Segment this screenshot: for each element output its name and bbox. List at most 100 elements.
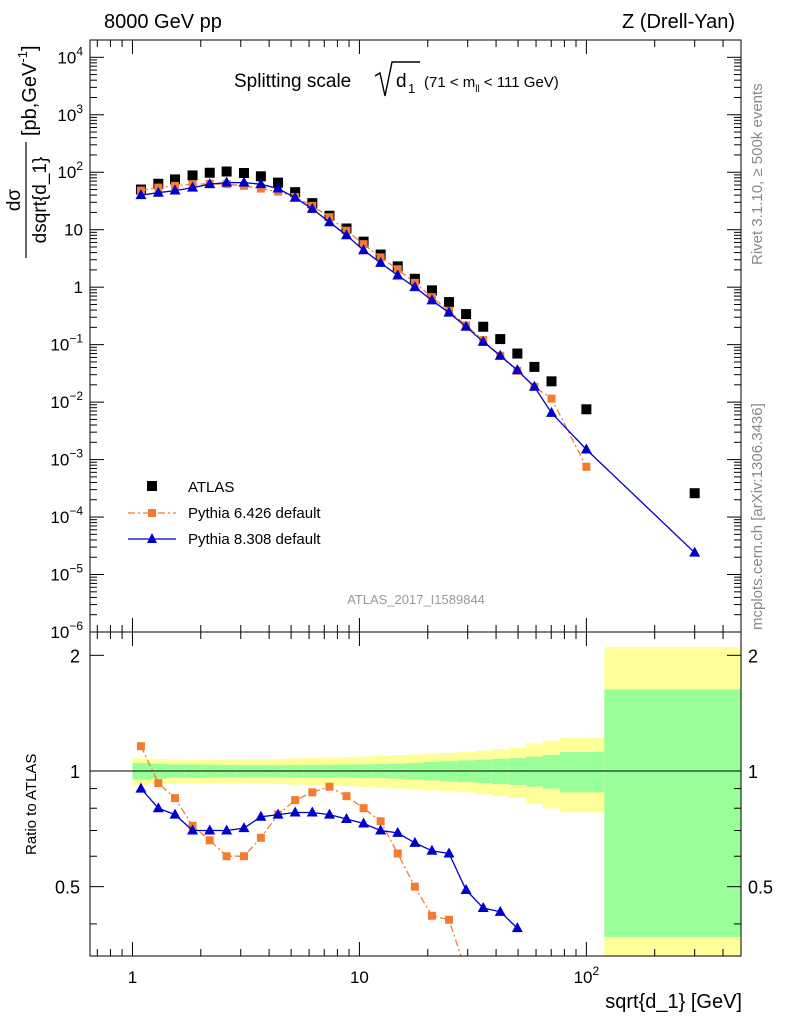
title-symbol: d: [396, 71, 407, 92]
pythia-8-308-default-point: [204, 824, 216, 835]
atlas-point: [409, 273, 420, 284]
main-y-axis-label: dσ dsqrt{d_1} [pb,GeV-1]: [4, 45, 51, 258]
title-range-end: < 111 GeV): [480, 74, 559, 91]
pythia-6-426-default-point: [393, 265, 402, 274]
ratio-y-tick-label-right: 0.5: [748, 878, 773, 898]
y-tick-label: 10−5: [50, 562, 83, 585]
pythia-6-426-default-point: [308, 788, 317, 797]
pythia-6-426-default-point: [427, 911, 436, 920]
y-tick-label: 10−2: [50, 389, 83, 412]
x-axis-label: sqrt{d_1} [GeV]: [605, 991, 742, 1013]
pythia-8-308-default-point: [689, 546, 701, 557]
pythia-8-308-default-point: [460, 884, 472, 895]
pythia-8-308-default-point: [426, 294, 438, 305]
x-tick-label: 102: [574, 964, 600, 987]
ratio-series-pythia-8-308-default: [135, 782, 523, 933]
atlas-point: [461, 309, 472, 320]
pythia-6-426-default-point: [359, 804, 368, 813]
pythia-8-308-default-point: [323, 808, 335, 819]
pythia-8-308-default-point: [460, 320, 472, 331]
pythia-6-426-default-point: [256, 833, 265, 842]
pythia-8-308-default-point: [392, 826, 404, 837]
pythia-8-308-default-point: [306, 202, 318, 213]
plot-title: Splitting scale d 1 (71 < mll < 111 GeV): [234, 61, 559, 97]
atlas-point: [426, 285, 437, 296]
pythia-8-308-default-point: [477, 335, 489, 346]
pythia-8-308-default-point: [443, 847, 455, 858]
pythia-8-308-default-point: [238, 176, 250, 187]
atlas-point: [529, 361, 540, 372]
pythia-6-426-default-point: [256, 184, 265, 193]
ratio-series: [135, 742, 523, 956]
title-range-sub: ll: [475, 84, 479, 95]
pythia-8-308-default-point: [443, 306, 455, 317]
pythia-8-308-default-point: [375, 824, 387, 835]
main-series-pythia-6-426-default: [136, 179, 591, 471]
pythia-6-426-default-point: [445, 915, 454, 924]
stat-uncertainty-bin: [543, 755, 561, 789]
pythia-8-308-default-point: [272, 182, 284, 193]
pythia-8-308-default-point: [340, 229, 352, 240]
ylabel-units: [pb,GeV-1]: [15, 45, 41, 136]
pythia-8-308-default-point: [204, 178, 216, 189]
analysis-watermark: ATLAS_2017_I1589844: [347, 592, 485, 607]
ylabel-units-end: ]: [19, 45, 41, 51]
ratio-y-tick-label-right: 1: [748, 762, 758, 782]
legend-label-atlas: ATLAS: [188, 479, 234, 496]
pythia-8-308-default-point: [221, 176, 233, 187]
atlas-point: [444, 297, 455, 308]
ratio-y-axis-label: Ratio to ATLAS: [23, 754, 40, 855]
ratio-y-tick-label-left: 0.5: [55, 878, 80, 898]
stat-uncertainty-bin: [560, 752, 605, 793]
pythia-8-308-default-point: [358, 244, 370, 255]
pythia-8-308-default-point: [392, 269, 404, 280]
x-tick-label: 1: [128, 968, 137, 987]
legend-marker-pythia8: [147, 533, 157, 543]
pythia-8-308-default-point: [289, 806, 301, 817]
pythia-8-308-default-point: [426, 844, 438, 855]
atlas-point: [478, 321, 489, 332]
pythia-8-308-default-point: [546, 406, 558, 417]
legend-marker-pythia6: [148, 509, 156, 517]
pythia-8-308-default-point: [494, 349, 506, 360]
pythia-8-308-default-point: [221, 824, 233, 835]
pythia-8-308-default-point: [169, 808, 181, 819]
legend: ATLAS Pythia 6.426 default Pythia 8.308 …: [128, 479, 321, 548]
pythia-8-308-default-point: [409, 836, 421, 847]
pythia-8-308-default-point: [306, 806, 318, 817]
pythia-8-308-default-point: [272, 808, 284, 819]
y-tick-label: 10−6: [50, 619, 83, 642]
pythia-6-426-default-point: [154, 779, 163, 788]
pythia-8-308-default-point: [152, 802, 164, 813]
pythia-8-308-default-point: [494, 905, 506, 916]
pythia-6-426-default-point: [205, 836, 214, 845]
legend-marker-atlas: [147, 481, 157, 491]
atlas-point: [170, 174, 181, 185]
pythia-6-426-default-point: [171, 794, 180, 803]
pythia-6-426-default-point: [325, 782, 334, 791]
series-line: [140, 181, 696, 554]
title-prefix: Splitting scale: [234, 71, 351, 92]
pythia-6-426-default-point: [582, 462, 591, 471]
y-tick-label: 1: [74, 278, 83, 297]
ylabel-denominator: dsqrt{d_1}: [30, 157, 51, 244]
legend-entry-pythia8: Pythia 8.308 default: [128, 531, 321, 548]
pythia-8-308-default-point: [187, 824, 199, 835]
pythia-8-308-default-point: [340, 812, 352, 823]
x-tick-label: 10: [350, 968, 369, 987]
atlas-point: [546, 376, 557, 387]
pythia-6-426-default-point: [359, 240, 368, 249]
pythia-8-308-default-point: [477, 901, 489, 912]
main-series: [135, 166, 701, 557]
stat-uncertainty-bin: [604, 689, 741, 937]
pythia-8-308-default-point: [135, 782, 147, 793]
pythia-6-426-default-point: [410, 882, 419, 891]
pythia-8-308-default-point: [409, 281, 421, 292]
main-series-pythia-8-308-default: [135, 176, 701, 557]
pythia-8-308-default-point: [135, 189, 147, 200]
process-label: Z (Drell-Yan): [622, 11, 735, 33]
atlas-point: [204, 167, 215, 178]
pythia-8-308-default-point: [375, 256, 387, 267]
title-range: (71 < mll < 111 GeV): [424, 74, 559, 95]
pythia-8-308-default-point: [289, 191, 301, 202]
